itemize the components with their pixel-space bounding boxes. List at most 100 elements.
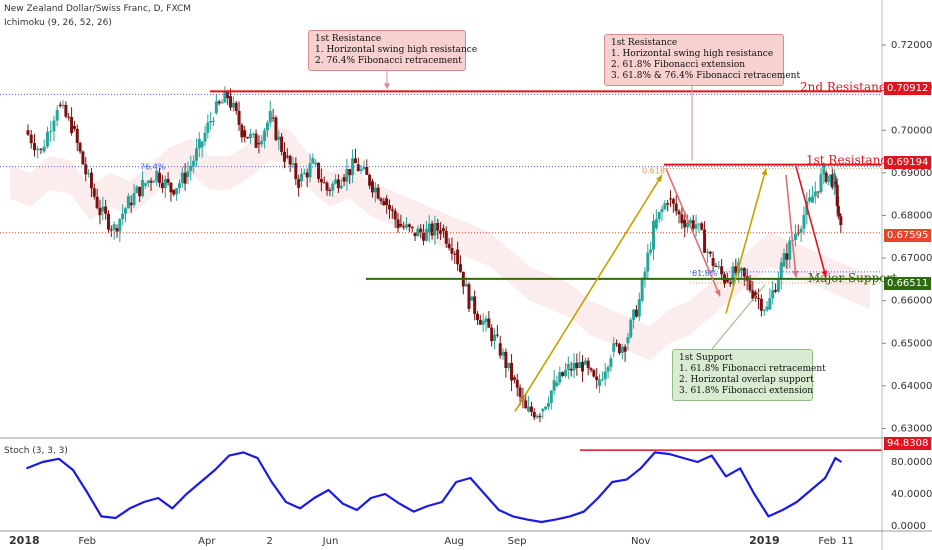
candle-body — [515, 379, 519, 388]
candle-body — [720, 266, 724, 275]
candle-body — [328, 189, 332, 191]
candle-body — [447, 243, 451, 249]
candle-body — [348, 169, 352, 176]
price-tick-label: 0.67000 — [891, 253, 932, 264]
candle-body — [566, 363, 570, 370]
candle-body — [785, 253, 789, 260]
current-price-tag: 0.67595 — [884, 229, 932, 242]
candle-body — [160, 182, 164, 189]
candle-body — [288, 155, 292, 165]
candle-body — [654, 219, 658, 229]
stoch-tick-label: 80.0000 — [891, 457, 932, 468]
candle-body — [152, 181, 156, 183]
candle-body — [413, 232, 417, 237]
candlestick-series — [26, 86, 843, 423]
annotation-line: 1st Resistance — [611, 38, 678, 48]
time-tick-label: Aug — [444, 536, 464, 547]
candle-body — [683, 219, 687, 228]
candle-body — [430, 223, 434, 236]
candle-body — [132, 193, 136, 206]
time-tick-label: 2019 — [749, 534, 780, 547]
candle-body — [620, 346, 624, 354]
candle-body — [700, 223, 704, 230]
candle-body — [768, 298, 772, 310]
candle-body — [61, 104, 65, 107]
candle-body — [143, 183, 147, 186]
candle-body — [708, 251, 712, 254]
candle-body — [598, 379, 602, 386]
candle-body — [487, 318, 491, 328]
candle-body — [42, 146, 46, 152]
candle-body — [649, 249, 653, 253]
level-lines: 76.4% 0.618 61.8% — [0, 90, 882, 284]
candle-body — [816, 191, 820, 193]
stoch-title: Stoch (3, 3, 3) — [4, 446, 68, 456]
candle-body — [640, 279, 644, 301]
candle-body — [498, 343, 502, 356]
candle-body — [535, 415, 539, 418]
candle-body — [407, 224, 411, 227]
fib-764-label: 76.4% — [140, 163, 166, 172]
candle-body — [319, 178, 323, 183]
candle-body — [390, 209, 394, 211]
candle-body — [810, 196, 814, 203]
drop-arrow-2-shaft — [785, 174, 797, 278]
time-tick-label: Feb — [78, 536, 96, 547]
major-support-label: Major Support — [808, 271, 898, 285]
candle-body — [410, 226, 414, 229]
candle-body — [78, 142, 82, 152]
candle-body — [832, 173, 836, 188]
candle-body — [600, 379, 604, 381]
price-tick-label: 0.63000 — [891, 423, 932, 434]
candle-body — [302, 172, 306, 174]
candle-body — [271, 117, 275, 119]
rally-arrow-2-shaft — [725, 168, 767, 314]
candle-body — [694, 224, 698, 229]
candle-body — [663, 203, 667, 209]
candle-body — [495, 334, 499, 336]
candle-body — [617, 343, 621, 354]
candle-body — [674, 203, 678, 212]
candle-body — [180, 172, 184, 184]
candle-body — [776, 279, 780, 292]
drop-arrow-head — [714, 289, 721, 297]
candle-body — [518, 387, 522, 397]
candle-body — [95, 196, 99, 209]
candle-body — [793, 233, 797, 241]
major-support-price-tag: 0.66511 — [884, 277, 932, 290]
candle-body — [229, 96, 233, 108]
candle-body — [569, 368, 573, 371]
candle-body — [532, 411, 536, 418]
candle-body — [467, 284, 471, 309]
candle-body — [311, 158, 315, 164]
candle-body — [92, 188, 96, 197]
candle-body — [294, 163, 298, 180]
candle-body — [217, 101, 221, 104]
candle-body — [671, 199, 675, 204]
stoch-tick-label: 40.0000 — [891, 489, 932, 500]
candle-body — [575, 362, 579, 369]
candle-body — [29, 134, 33, 144]
candle-body — [546, 403, 550, 407]
candle-body — [212, 120, 216, 122]
candle-body — [115, 228, 119, 232]
candle-body — [632, 309, 636, 320]
candle-body — [572, 362, 576, 371]
candle-body — [828, 174, 832, 177]
candle-body — [237, 110, 241, 125]
candle-body — [124, 208, 128, 214]
candle-body — [824, 172, 828, 182]
candle-body — [49, 131, 53, 133]
candle-body — [75, 128, 79, 143]
annotation-line: 1st Resistance — [315, 34, 382, 44]
candle-body — [507, 362, 511, 368]
candle-body — [759, 298, 763, 311]
candle-body — [305, 172, 309, 178]
candle-body — [308, 163, 312, 178]
candle-body — [342, 177, 346, 182]
candle-body — [246, 137, 250, 139]
candle-body — [453, 253, 457, 255]
annotation-first-resistance-right: 1st Resistance 1. Horizontal swing high … — [604, 34, 800, 86]
candle-body — [67, 116, 71, 118]
candle-body — [234, 102, 238, 111]
